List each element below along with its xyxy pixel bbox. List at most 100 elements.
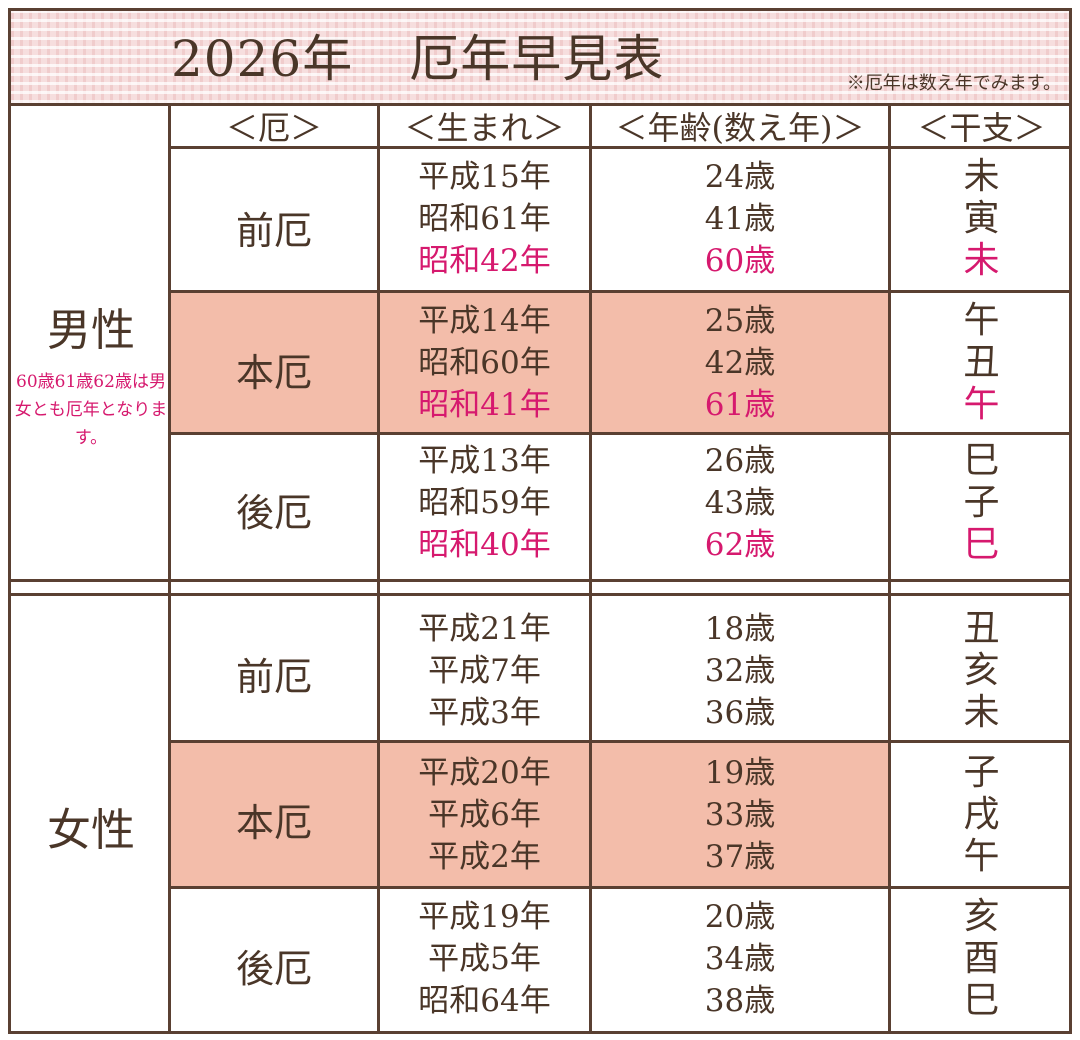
birth-year: 平成6年 xyxy=(428,797,541,833)
eto-sign: 亥 xyxy=(963,650,1000,691)
age-value: 37歳 xyxy=(704,839,776,875)
divider xyxy=(888,106,891,1034)
age-value: 26歳 xyxy=(704,443,776,479)
column-header-age: ＜年齢(数え年)＞ xyxy=(615,109,865,147)
title-banner: 2026年 厄年早見表 ※厄年は数え年でみます。 xyxy=(8,8,1072,106)
birth-cell: 平成15年 昭和61年 昭和42年 xyxy=(380,156,589,282)
eto-cell: 巳 子 巳 xyxy=(891,440,1072,566)
birth-year: 平成15年 xyxy=(418,159,551,195)
birth-year: 昭和40年 xyxy=(418,527,551,563)
kanreki-note: 60歳61歳62歳は男女とも厄年となります。 xyxy=(14,372,168,448)
eto-sign: 子 xyxy=(963,752,1000,793)
birth-year: 昭和60年 xyxy=(418,345,551,381)
eto-sign: 未 xyxy=(963,240,1000,281)
divider xyxy=(168,146,1072,149)
eto-cell: 亥 酉 巳 xyxy=(891,896,1072,1022)
eto-sign: 午 xyxy=(963,300,1000,341)
age-cell: 24歳 41歳 60歳 xyxy=(592,156,888,282)
age-cell: 26歳 43歳 62歳 xyxy=(592,440,888,566)
page-title: 2026年 厄年早見表 xyxy=(171,29,720,89)
birth-year: 平成20年 xyxy=(418,755,551,791)
birth-year: 昭和41年 xyxy=(418,387,551,423)
age-cell: 18歳 32歳 36歳 xyxy=(592,608,888,734)
yaku-label: 前厄 xyxy=(235,209,312,253)
age-value: 42歳 xyxy=(704,345,776,381)
eto-sign: 酉 xyxy=(963,938,1000,979)
age-value: 60歳 xyxy=(704,243,776,279)
eto-cell: 午 丑 午 xyxy=(891,300,1072,426)
column-header-yaku: ＜厄＞ xyxy=(225,109,322,147)
eto-sign: 丑 xyxy=(963,608,1000,649)
birth-cell: 平成19年 平成5年 昭和64年 xyxy=(380,896,589,1022)
eto-cell: 丑 亥 未 xyxy=(891,608,1072,734)
male-honyaku-band xyxy=(171,292,890,434)
age-cell: 25歳 42歳 61歳 xyxy=(592,300,888,426)
birth-cell: 平成13年 昭和59年 昭和40年 xyxy=(380,440,589,566)
age-value: 38歳 xyxy=(704,983,776,1019)
age-cell: 19歳 33歳 37歳 xyxy=(592,752,888,878)
title-text: 厄年早見表 xyxy=(409,30,665,88)
age-value: 20歳 xyxy=(704,899,776,935)
age-value: 62歳 xyxy=(704,527,776,563)
birth-year: 昭和59年 xyxy=(418,485,551,521)
eto-sign: 午 xyxy=(963,384,1000,425)
yakudoshi-table: ＜厄＞ ＜生まれ＞ ＜年齢(数え年)＞ ＜干支＞ 男性 60歳61歳62歳は男女… xyxy=(8,106,1072,1034)
column-header-eto: ＜干支＞ xyxy=(917,109,1046,147)
birth-year: 平成3年 xyxy=(428,695,541,731)
age-value: 61歳 xyxy=(704,387,776,423)
yaku-label: 後厄 xyxy=(235,947,312,991)
divider xyxy=(168,886,1072,889)
title-year: 2026年 xyxy=(171,30,354,88)
female-honyaku-band xyxy=(171,742,890,888)
eto-sign: 子 xyxy=(963,482,1000,523)
age-value: 41歳 xyxy=(704,201,776,237)
birth-year: 平成19年 xyxy=(418,899,551,935)
yaku-label: 本厄 xyxy=(235,801,312,845)
male-label: 男性 xyxy=(47,305,135,356)
age-value: 25歳 xyxy=(704,303,776,339)
birth-year: 昭和61年 xyxy=(418,201,551,237)
divider xyxy=(589,106,592,1034)
divider xyxy=(168,432,1072,435)
eto-sign: 未 xyxy=(963,156,1000,197)
eto-sign: 寅 xyxy=(963,198,1000,239)
age-value: 24歳 xyxy=(704,159,776,195)
divider xyxy=(11,579,1072,582)
divider xyxy=(11,593,1072,596)
age-value: 36歳 xyxy=(704,695,776,731)
birth-year: 平成21年 xyxy=(418,611,551,647)
column-header-birth: ＜生まれ＞ xyxy=(404,109,565,147)
birth-year: 平成13年 xyxy=(418,443,551,479)
divider xyxy=(168,106,171,1034)
eto-sign: 巳 xyxy=(963,440,1000,481)
eto-cell: 未 寅 未 xyxy=(891,156,1072,282)
yaku-label: 本厄 xyxy=(235,351,312,395)
birth-cell: 平成20年 平成6年 平成2年 xyxy=(380,752,589,878)
eto-sign: 丑 xyxy=(963,342,1000,383)
birth-cell: 平成14年 昭和60年 昭和41年 xyxy=(380,300,589,426)
age-value: 33歳 xyxy=(704,797,776,833)
age-value: 18歳 xyxy=(704,611,776,647)
female-label: 女性 xyxy=(47,805,135,856)
birth-year: 平成5年 xyxy=(428,941,541,977)
age-value: 19歳 xyxy=(704,755,776,791)
birth-cell: 平成21年 平成7年 平成3年 xyxy=(380,608,589,734)
age-value: 43歳 xyxy=(704,485,776,521)
divider xyxy=(168,740,1072,743)
yaku-label: 後厄 xyxy=(235,491,312,535)
birth-year: 平成7年 xyxy=(428,653,541,689)
age-cell: 20歳 34歳 38歳 xyxy=(592,896,888,1022)
age-value: 32歳 xyxy=(704,653,776,689)
age-value: 34歳 xyxy=(704,941,776,977)
yaku-label: 前厄 xyxy=(235,655,312,699)
eto-sign: 巳 xyxy=(963,524,1000,565)
eto-sign: 亥 xyxy=(963,896,1000,937)
birth-year: 昭和42年 xyxy=(418,243,551,279)
birth-year: 昭和64年 xyxy=(418,983,551,1019)
eto-sign: 午 xyxy=(963,836,1000,877)
birth-year: 平成2年 xyxy=(428,839,541,875)
eto-cell: 子 戌 午 xyxy=(891,752,1072,878)
eto-sign: 巳 xyxy=(963,980,1000,1021)
divider xyxy=(168,290,1072,293)
